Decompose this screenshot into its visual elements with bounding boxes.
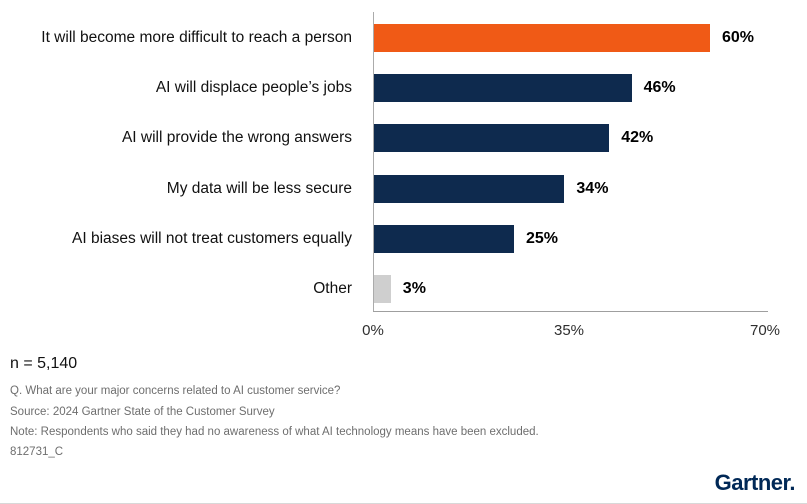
bar xyxy=(374,275,391,303)
gartner-logo: Gartner. xyxy=(714,470,796,495)
bar xyxy=(374,74,632,102)
sample-size-label: n = 5,140 xyxy=(10,355,78,372)
x-tick-label: 70% xyxy=(749,322,781,339)
bar xyxy=(374,225,514,253)
category-label: Other xyxy=(313,280,352,297)
x-tick-label: 35% xyxy=(553,322,585,339)
bar-row: It will become more difficult to reach a… xyxy=(0,24,807,52)
category-label: My data will be less secure xyxy=(166,180,352,197)
bar xyxy=(374,124,610,152)
value-label: 3% xyxy=(402,280,426,297)
bar-row: AI will displace people’s jobs 46% xyxy=(0,74,807,102)
y-axis-line xyxy=(373,12,374,312)
x-tick-label: 0% xyxy=(362,322,384,339)
bar-row: My data will be less secure 34% xyxy=(0,175,807,203)
x-axis-line xyxy=(373,311,768,312)
bar-row: AI will provide the wrong answers 42% xyxy=(0,124,807,152)
bar xyxy=(374,24,710,52)
footnote-note: Note: Respondents who said they had no a… xyxy=(10,426,539,438)
category-label: AI will provide the wrong answers xyxy=(121,129,352,146)
footnote-source: Source: 2024 Gartner State of the Custom… xyxy=(10,406,275,418)
footnote-question: Q. What are your major concerns related … xyxy=(10,385,341,397)
value-label: 25% xyxy=(526,230,559,247)
category-label: AI biases will not treat customers equal… xyxy=(72,230,352,247)
value-label: 34% xyxy=(576,180,609,197)
bar-row: Other 3% xyxy=(0,275,807,303)
category-label: AI will displace people’s jobs xyxy=(155,79,352,96)
bar-row: AI biases will not treat customers equal… xyxy=(0,225,807,253)
value-label: 42% xyxy=(621,129,654,146)
value-label: 60% xyxy=(722,29,755,46)
value-label: 46% xyxy=(643,79,676,96)
footnote-document-code: 812731_C xyxy=(10,446,64,458)
bar xyxy=(374,175,565,203)
category-label: It will become more difficult to reach a… xyxy=(41,29,352,46)
